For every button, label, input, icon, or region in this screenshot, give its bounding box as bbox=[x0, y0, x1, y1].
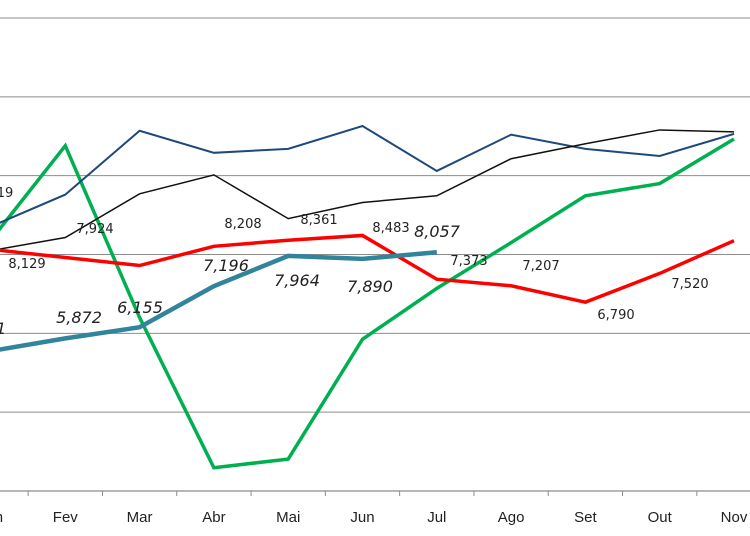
data-label-red: 8,208 bbox=[224, 217, 261, 232]
x-tick-label: Fev bbox=[53, 509, 79, 526]
data-label-teal: 7,890 bbox=[347, 277, 393, 296]
x-tick-label: Mar bbox=[127, 509, 153, 526]
data-label-red: 8,361 bbox=[300, 213, 337, 228]
data-label-teal: 8,057 bbox=[414, 222, 461, 241]
x-tick-label: Jul bbox=[427, 509, 446, 526]
data-label-teal: 51 bbox=[0, 319, 6, 338]
series-line-green bbox=[0, 137, 735, 470]
series-line-teal bbox=[0, 250, 437, 352]
data-label-partial: 19 bbox=[0, 186, 13, 201]
x-tick-label: Mai bbox=[276, 509, 300, 526]
series-line-red bbox=[0, 233, 735, 305]
x-tick-label: Ago bbox=[498, 509, 525, 526]
x-tick-label: Out bbox=[648, 509, 673, 526]
series-line-black bbox=[0, 129, 735, 250]
x-tick-label: Nov bbox=[721, 509, 748, 526]
x-tick-label: Jun bbox=[350, 509, 374, 526]
x-tick-label: Jan bbox=[0, 509, 3, 526]
data-label-teal: 7,964 bbox=[274, 271, 320, 290]
x-tick-label: Abr bbox=[202, 509, 225, 526]
data-label-red: 6,790 bbox=[597, 308, 634, 323]
data-label-red: 7,207 bbox=[522, 259, 559, 274]
data-label-red: 7,924 bbox=[76, 222, 113, 237]
data-label-teal: 7,196 bbox=[203, 256, 249, 275]
x-tick-label: Set bbox=[574, 509, 597, 526]
data-label-red: 8,129 bbox=[8, 257, 45, 272]
data-label-red: 8,483 bbox=[372, 221, 409, 236]
data-label-red: 7,520 bbox=[671, 277, 708, 292]
data-label-teal: 6,155 bbox=[117, 298, 163, 317]
data-label-teal: 5,872 bbox=[56, 308, 102, 327]
series-line-blue bbox=[0, 124, 735, 224]
data-label-red: 7,373 bbox=[450, 254, 487, 269]
